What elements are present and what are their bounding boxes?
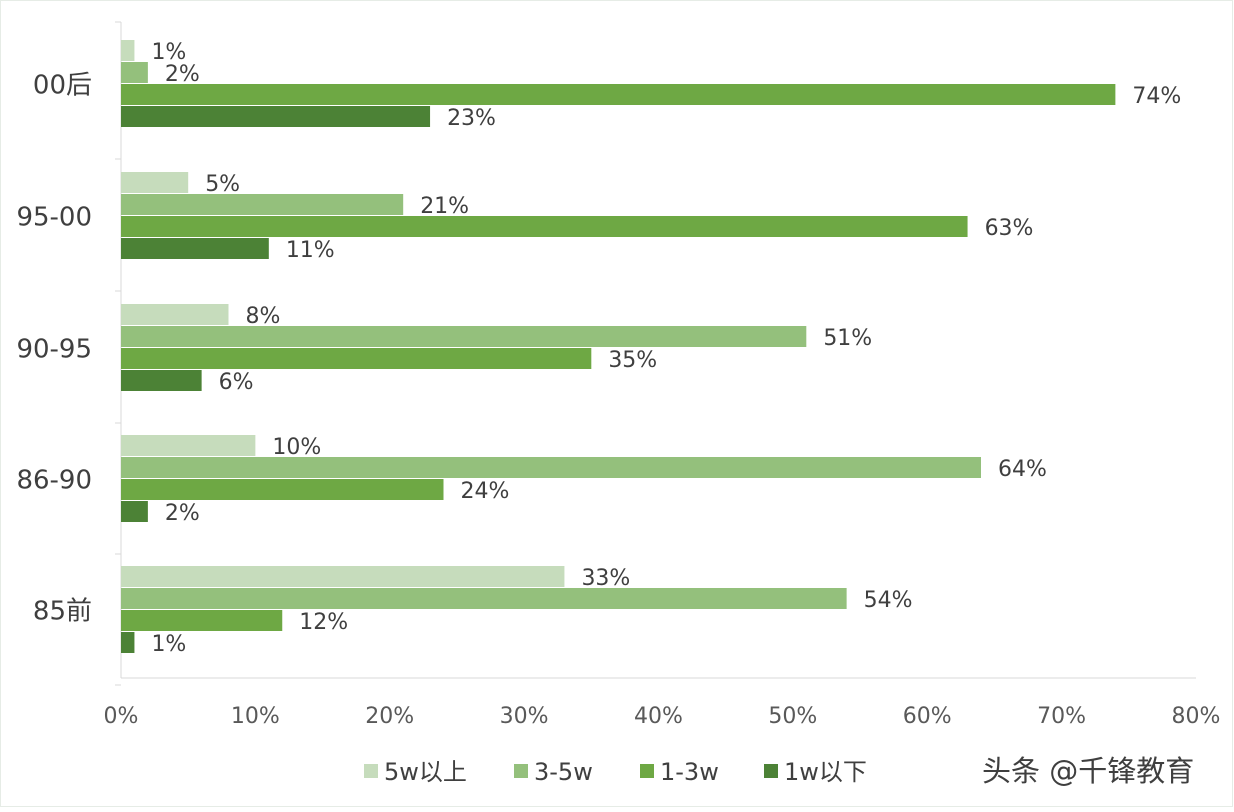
bar	[121, 40, 135, 61]
x-tick-label: 80%	[1172, 704, 1221, 729]
bar-value-label: 10%	[272, 435, 321, 460]
bar	[121, 348, 592, 369]
x-tick-label: 30%	[500, 704, 549, 729]
bar	[121, 632, 135, 653]
legend-label: 1-3w	[660, 758, 719, 786]
bar-value-label: 21%	[420, 194, 469, 219]
bar	[121, 238, 269, 259]
bar-value-label: 63%	[985, 216, 1034, 241]
bar-value-label: 54%	[864, 588, 913, 613]
bar	[121, 194, 404, 215]
bar	[121, 172, 189, 193]
bar-value-label: 5%	[205, 172, 240, 197]
legend-label: 5w以上	[384, 758, 467, 786]
bar-value-label: 51%	[823, 326, 872, 351]
legend-swatch	[514, 764, 528, 778]
bar	[121, 479, 444, 500]
bar	[121, 610, 283, 631]
bar-value-label: 6%	[219, 370, 254, 395]
bar	[121, 588, 847, 609]
bar-value-label: 1%	[151, 632, 186, 657]
bar	[121, 62, 148, 83]
bar-value-label: 33%	[581, 566, 630, 591]
bar-value-label: 24%	[461, 479, 510, 504]
bar-value-label: 2%	[165, 501, 200, 526]
legend-swatch	[364, 764, 378, 778]
legend-swatch	[764, 764, 778, 778]
y-category-label: 85前	[33, 597, 92, 627]
bar	[121, 457, 981, 478]
legend-label: 1w以下	[784, 758, 867, 786]
bar-value-label: 2%	[165, 62, 200, 87]
y-category-label: 86-90	[16, 466, 92, 496]
bar-value-label: 11%	[286, 238, 335, 263]
bar-value-label: 74%	[1132, 84, 1181, 109]
x-tick-label: 50%	[768, 704, 817, 729]
x-tick-label: 40%	[634, 704, 683, 729]
watermark: 头条 @千锋教育	[982, 754, 1195, 788]
bar	[121, 566, 565, 587]
bar-value-label: 35%	[608, 348, 657, 373]
bar	[121, 216, 968, 237]
bar	[121, 435, 256, 456]
bar-value-label: 1%	[151, 40, 186, 65]
y-category-label: 95-00	[16, 203, 92, 233]
y-category-label: 90-95	[16, 335, 92, 365]
x-tick-label: 10%	[231, 704, 280, 729]
legend-label: 3-5w	[534, 758, 593, 786]
y-category-label: 00后	[33, 71, 92, 101]
bar-value-label: 64%	[998, 457, 1047, 482]
x-tick-label: 0%	[104, 704, 139, 729]
x-tick-label: 20%	[365, 704, 414, 729]
legend-swatch	[640, 764, 654, 778]
bar	[121, 501, 148, 522]
bar-value-label: 8%	[246, 304, 281, 329]
bar	[121, 106, 431, 127]
bar	[121, 84, 1116, 105]
bar	[121, 326, 807, 347]
bar-value-label: 12%	[299, 610, 348, 635]
x-tick-label: 60%	[903, 704, 952, 729]
bar	[121, 370, 202, 391]
bar-value-label: 23%	[447, 106, 496, 131]
bar	[121, 304, 229, 325]
x-tick-label: 70%	[1037, 704, 1086, 729]
